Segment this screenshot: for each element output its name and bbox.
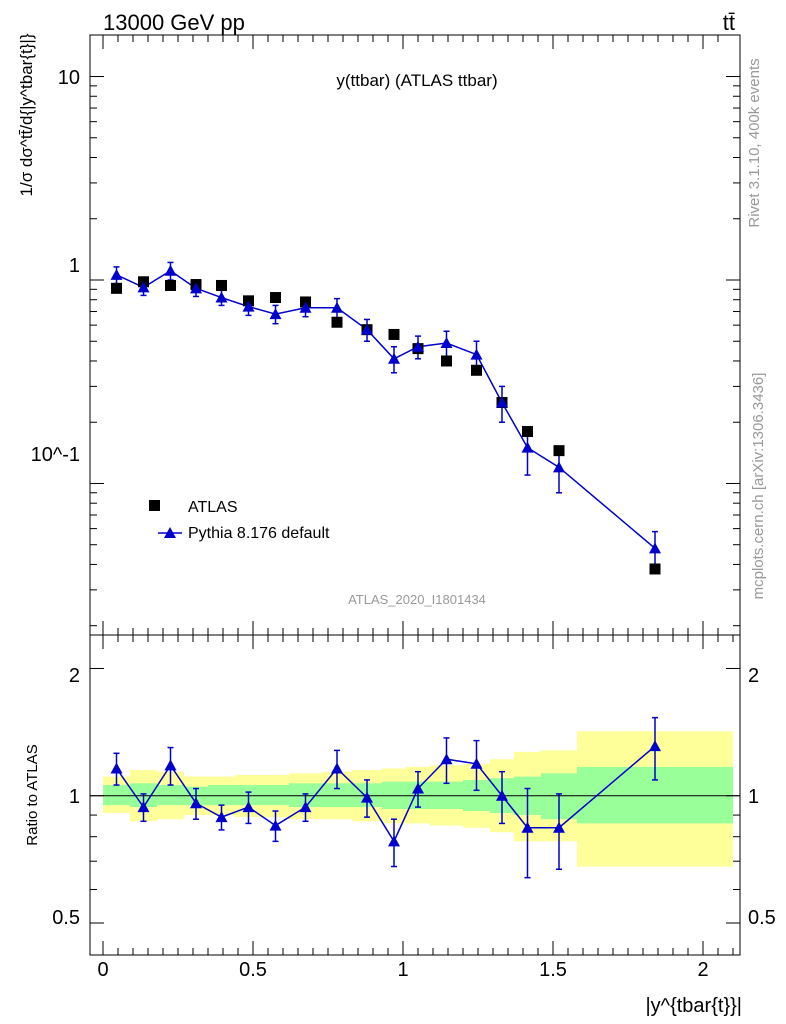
ratio-data-point — [137, 801, 150, 813]
atlas-data-point — [216, 279, 227, 291]
ratio-data-point — [269, 819, 282, 831]
main-plot-frame — [89, 34, 741, 636]
ratio-y-tick-label: 0.5 — [52, 907, 80, 929]
atlas-data-point — [441, 355, 452, 367]
atlas-data-point — [522, 426, 533, 438]
ratio-band-inner — [157, 785, 184, 806]
ratio-band-inner — [322, 783, 352, 808]
atlas-data-point — [553, 445, 565, 457]
atlas-data-point — [165, 279, 176, 291]
ratio-data-point — [299, 801, 312, 813]
legend-data-label: ATLAS — [188, 499, 238, 516]
ratio-data-point — [164, 759, 177, 771]
ratio-data-point — [190, 797, 202, 809]
ratio-y-tick-label: 2 — [69, 665, 80, 687]
x-tick-label: 0.5 — [239, 959, 267, 981]
ratio-data-point — [496, 789, 508, 801]
ratio-data-point — [412, 782, 424, 794]
ratio-series-line — [115, 745, 656, 843]
main-y-tick-label: 10 — [58, 67, 80, 89]
mc-data-point — [388, 352, 400, 364]
mc-data-point — [242, 300, 255, 312]
ratio-data-point — [440, 753, 453, 765]
analysis-id: ATLAS_2020_I1801434 — [348, 592, 486, 607]
ratio-data-point — [388, 835, 400, 847]
mc-data-point — [137, 281, 150, 293]
ratio-y-tick-label-right: 2 — [748, 665, 759, 687]
mc-data-point — [164, 264, 177, 276]
mc-data-point — [190, 282, 202, 294]
mc-data-point — [331, 301, 343, 313]
atlas-data-point — [649, 563, 661, 575]
ratio-data-point — [521, 821, 534, 833]
ratio-data-point — [649, 740, 661, 752]
main-y-tick-label: 10^-1 — [31, 444, 80, 466]
mc-data-point — [496, 396, 508, 408]
ratio-data-point — [553, 821, 565, 833]
mc-data-point — [299, 301, 312, 313]
mcplots-label: mcplots.cern.ch [arXiv:1306.3436] — [750, 373, 767, 600]
mc-data-point — [521, 441, 534, 453]
legend-mc-label: Pythia 8.176 default — [188, 525, 330, 542]
mc-data-point — [553, 461, 565, 473]
plot-title: y(ttbar) (ATLAS ttbar) — [336, 71, 497, 90]
main-plot-marks — [110, 261, 661, 575]
legend-data-marker — [149, 500, 160, 511]
energy-label: 13000 GeV pp — [103, 10, 245, 35]
main-plot-border — [89, 34, 741, 636]
x-tick-label: 2 — [697, 959, 708, 981]
rivet-label: Rivet 3.1.10, 400k events — [746, 58, 763, 227]
atlas-data-point — [331, 316, 343, 328]
ratio-y-tick-label-right: 0.5 — [748, 907, 776, 929]
process-label: tt̄ — [723, 10, 735, 35]
ratio-plot-marks — [110, 716, 661, 879]
main-y-tick-label: 1 — [69, 255, 80, 277]
ratio-data-point — [110, 762, 123, 774]
main-y-axis-label: 1/σ dσ^tt̄/d{|y^tbar{t}|} — [17, 33, 36, 196]
ratio-y-axis-label: Ratio to ATLAS — [24, 744, 41, 845]
mc-data-point — [215, 291, 228, 303]
ratio-data-point — [331, 762, 343, 774]
ratio-y-tick-label-right: 1 — [748, 786, 759, 808]
ratio-data-point — [361, 791, 373, 803]
ratio-data-point — [242, 801, 255, 813]
mc-data-point — [649, 542, 661, 554]
ratio-y-tick-label: 1 — [69, 786, 80, 808]
mc-data-point — [361, 323, 373, 335]
ratio-data-point — [470, 757, 483, 769]
mc-data-point — [110, 268, 123, 280]
mc-data-point — [440, 337, 453, 349]
x-tick-label: 0 — [97, 959, 108, 981]
x-tick-label: 1.5 — [539, 959, 567, 981]
x-axis-label: |y^{tbar{t}}| — [645, 995, 742, 1017]
mc-data-point — [269, 308, 282, 320]
ratio-band-inner — [262, 785, 289, 806]
mc-data-point — [470, 348, 483, 360]
atlas-data-point — [388, 328, 400, 340]
legend-mc-marker — [164, 527, 176, 538]
atlas-data-point — [111, 282, 122, 294]
mc-data-point — [412, 340, 424, 352]
ratio-band-inner — [208, 785, 235, 806]
atlas-data-point — [270, 292, 281, 304]
atlas-data-point — [471, 364, 482, 376]
ratio-plot-border — [89, 634, 741, 956]
x-tick-label: 1 — [397, 959, 408, 981]
ratio-band-inner — [103, 785, 130, 806]
ratio-data-point — [215, 811, 228, 823]
